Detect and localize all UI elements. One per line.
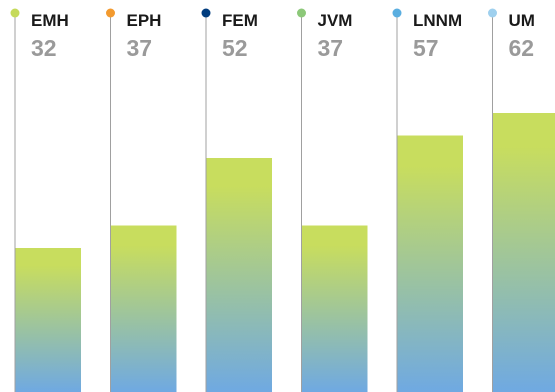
category-label-eph: EPH bbox=[127, 11, 162, 30]
bar-lnnm bbox=[397, 135, 463, 392]
category-label-fem: FEM bbox=[222, 11, 258, 30]
labels-layer: EMH 32 EPH 37 FEM 52 JVM 37 LNNM 57 UM 62 bbox=[31, 11, 535, 61]
marker-dot-lnnm bbox=[392, 8, 402, 18]
marker-dot-eph bbox=[106, 8, 115, 18]
bar-um bbox=[492, 113, 555, 392]
bar-jvm bbox=[301, 225, 368, 392]
category-label-jvm: JVM bbox=[318, 11, 353, 30]
value-label-jvm: 37 bbox=[318, 35, 344, 61]
marker-lines-layer bbox=[10, 8, 497, 392]
marker-dot-um bbox=[488, 8, 497, 18]
value-label-um: 62 bbox=[509, 35, 535, 61]
bar-fem bbox=[206, 158, 272, 392]
category-label-um: UM bbox=[509, 11, 535, 30]
category-label-lnnm: LNNM bbox=[413, 11, 462, 30]
marker-dot-fem bbox=[201, 8, 211, 18]
value-label-lnnm: 57 bbox=[413, 35, 439, 61]
value-label-fem: 52 bbox=[222, 35, 248, 61]
bar-eph bbox=[110, 225, 177, 392]
bars-layer bbox=[15, 113, 555, 392]
value-label-emh: 32 bbox=[31, 35, 57, 61]
bar-emh bbox=[15, 248, 81, 392]
marker-dot-jvm bbox=[297, 8, 306, 18]
marker-dot-emh bbox=[10, 8, 20, 18]
value-label-eph: 37 bbox=[127, 35, 153, 61]
category-label-emh: EMH bbox=[31, 11, 69, 30]
